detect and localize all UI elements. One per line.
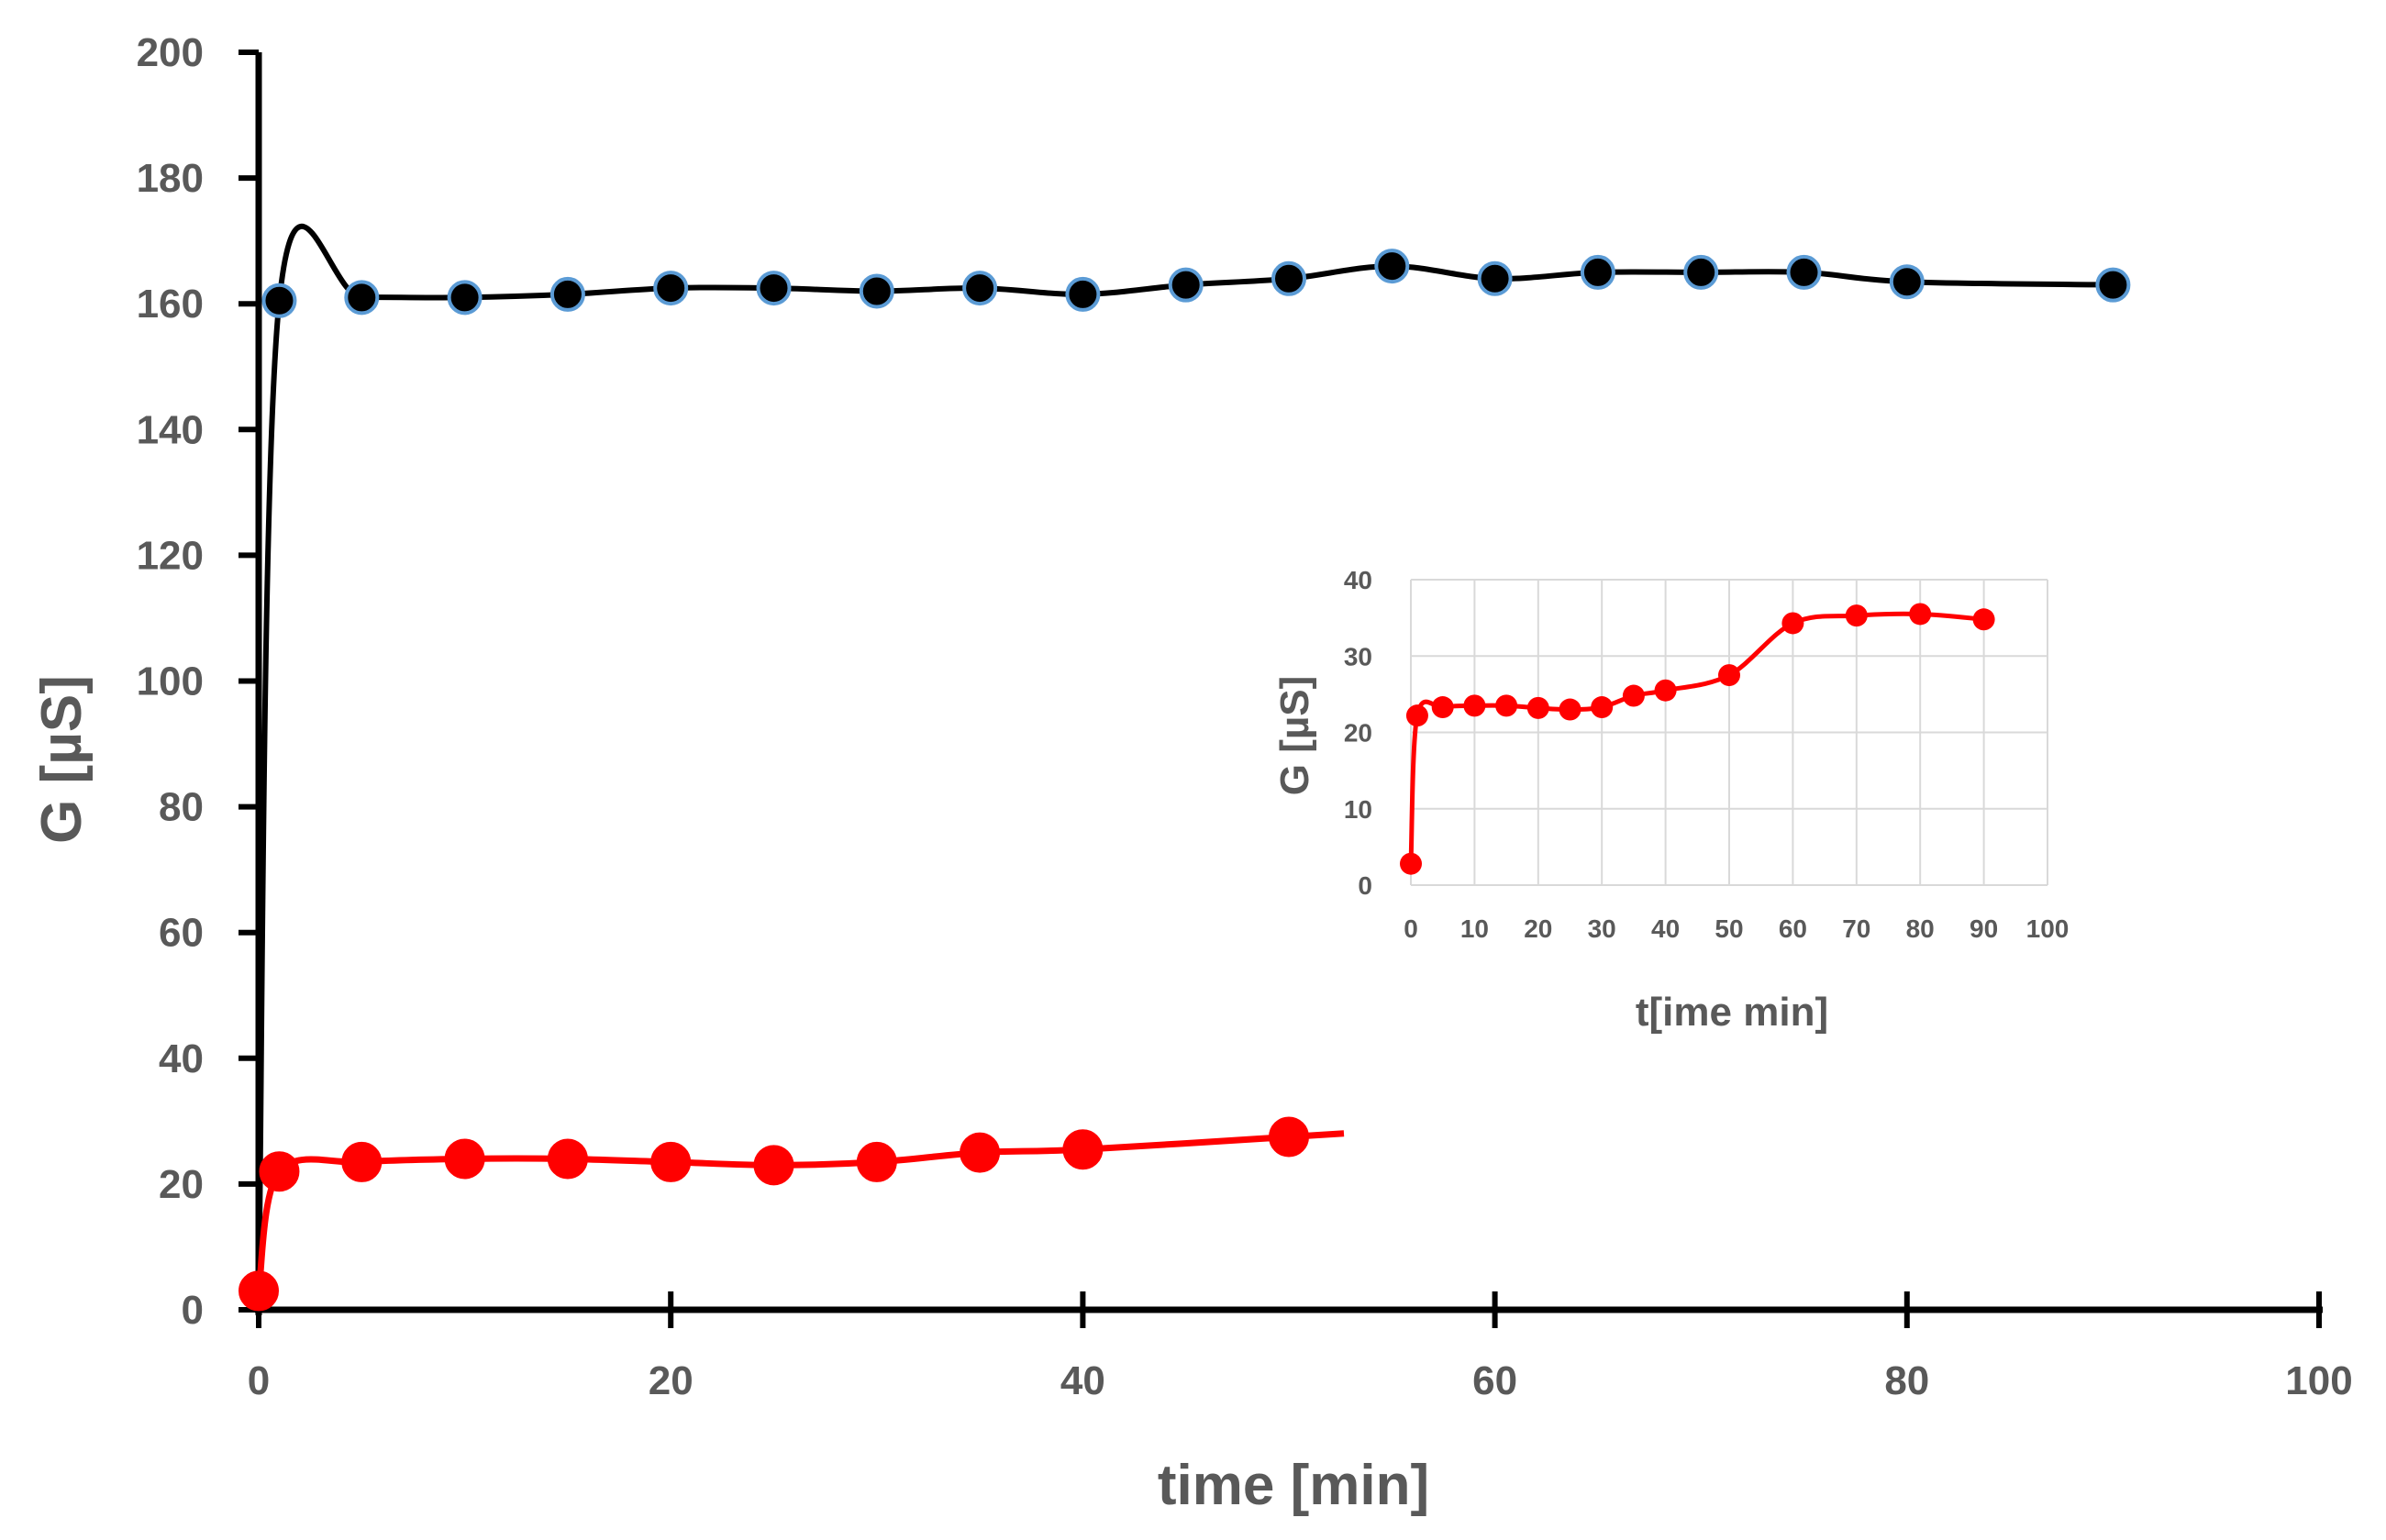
inset-x-tick-label: 40 xyxy=(1651,914,1680,943)
inset-x-tick-label: 0 xyxy=(1404,914,1418,943)
inset-red-series-marker xyxy=(1400,852,1422,875)
red-series-marker xyxy=(960,1132,1001,1173)
main-x-tick-label: 60 xyxy=(1472,1358,1517,1403)
inset-red-series-marker xyxy=(1463,694,1486,717)
inset-y-tick-label: 0 xyxy=(1358,871,1372,900)
inset-x-tick-label: 80 xyxy=(1906,914,1935,943)
main-x-tick-label: 20 xyxy=(649,1358,694,1403)
inset-red-series-marker xyxy=(1495,694,1518,717)
red-series-marker xyxy=(650,1141,692,1182)
black-series-marker xyxy=(1683,254,1719,290)
inset-red-series-marker xyxy=(1972,608,1995,631)
main-y-axis-title: G [µS] xyxy=(30,675,94,844)
red-series-marker xyxy=(444,1138,485,1180)
inset-y-tick-label: 10 xyxy=(1344,795,1372,824)
inset-red-series-marker xyxy=(1405,704,1428,727)
black-series-marker xyxy=(756,271,792,306)
red-series-marker xyxy=(856,1141,897,1182)
main-y-tick-label: 200 xyxy=(137,30,204,75)
inset-red-series-marker xyxy=(1591,696,1614,719)
inset-red-series-marker xyxy=(1431,696,1454,719)
inset-y-tick-label: 30 xyxy=(1344,642,1372,670)
red-series-marker xyxy=(239,1270,279,1312)
main-x-axis-title: time [min] xyxy=(1158,1454,1429,1517)
main-y-tick-label: 0 xyxy=(182,1288,204,1333)
black-series-marker xyxy=(344,280,380,316)
red-series-marker xyxy=(547,1138,588,1180)
black-series-marker xyxy=(261,283,297,318)
main-y-tick-label: 120 xyxy=(137,533,204,578)
red-series-marker xyxy=(753,1145,794,1186)
inset-x-tick-label: 70 xyxy=(1842,914,1870,943)
main-y-tick-label: 20 xyxy=(159,1162,204,1207)
inset-x-tick-label: 20 xyxy=(1524,914,1552,943)
red-series-line xyxy=(255,1130,1345,1291)
inset-x-tick-label: 10 xyxy=(1460,914,1489,943)
black-series-marker xyxy=(1477,260,1513,296)
inset-red-series-marker xyxy=(1622,684,1645,707)
main-y-tick-label: 180 xyxy=(137,156,204,201)
black-series-marker xyxy=(549,276,585,312)
black-series-marker xyxy=(447,280,483,316)
main-x-tick-label: 40 xyxy=(1060,1358,1105,1403)
inset-y-tick-label: 20 xyxy=(1344,719,1372,748)
red-series-marker xyxy=(1269,1116,1309,1158)
black-series-marker xyxy=(1271,260,1306,296)
black-series-marker xyxy=(1786,254,1822,290)
inset-x-tick-label: 100 xyxy=(2026,914,2070,943)
inset-y-axis-title: G [µS] xyxy=(1272,676,1317,795)
main-y-tick-label: 100 xyxy=(137,659,204,704)
black-series-marker xyxy=(653,271,689,306)
black-series-marker xyxy=(859,273,894,309)
main-y-tick-label: 60 xyxy=(159,911,204,956)
main-y-tick-label: 160 xyxy=(137,282,204,327)
inset-y-tick-label: 40 xyxy=(1344,566,1372,594)
inset-x-tick-label: 60 xyxy=(1779,914,1807,943)
black-series-marker xyxy=(1374,249,1410,284)
red-series-marker xyxy=(1062,1129,1104,1170)
black-series-marker xyxy=(962,271,998,306)
inset-plot: 0 10 20 30 40 0 10 20 30 40 50 60 70 80 90 100 t[ime min… xyxy=(1272,566,2069,1035)
red-series-marker xyxy=(259,1151,300,1192)
black-series-marker xyxy=(1168,267,1204,303)
red-series-marker xyxy=(341,1141,383,1182)
inset-x-tick-label: 30 xyxy=(1588,914,1616,943)
main-x-tick-label: 0 xyxy=(248,1358,270,1403)
black-series-marker xyxy=(1580,254,1615,290)
main-y-tick-label: 80 xyxy=(159,785,204,830)
main-x-tick-label: 80 xyxy=(1884,1358,1929,1403)
inset-red-series-marker xyxy=(1845,604,1868,627)
black-series-marker xyxy=(1065,276,1101,312)
inset-red-series-marker xyxy=(1781,612,1804,635)
inset-x-axis-title: t[ime min] xyxy=(1636,990,1828,1035)
inset-red-series-marker xyxy=(1526,696,1549,719)
black-series-marker xyxy=(2095,267,2131,303)
black-series-marker xyxy=(1889,264,1925,300)
main-x-tick-label: 100 xyxy=(2285,1358,2352,1403)
inset-x-tick-label: 90 xyxy=(1970,914,1998,943)
inset-red-series-marker xyxy=(1909,603,1932,626)
inset-red-series-marker xyxy=(1654,679,1677,702)
inset-red-series-marker xyxy=(1559,698,1581,721)
main-y-tick-label: 40 xyxy=(159,1036,204,1081)
inset-x-tick-label: 50 xyxy=(1715,914,1743,943)
main-y-tick-label: 140 xyxy=(137,407,204,452)
inset-red-series-marker xyxy=(1718,664,1740,687)
